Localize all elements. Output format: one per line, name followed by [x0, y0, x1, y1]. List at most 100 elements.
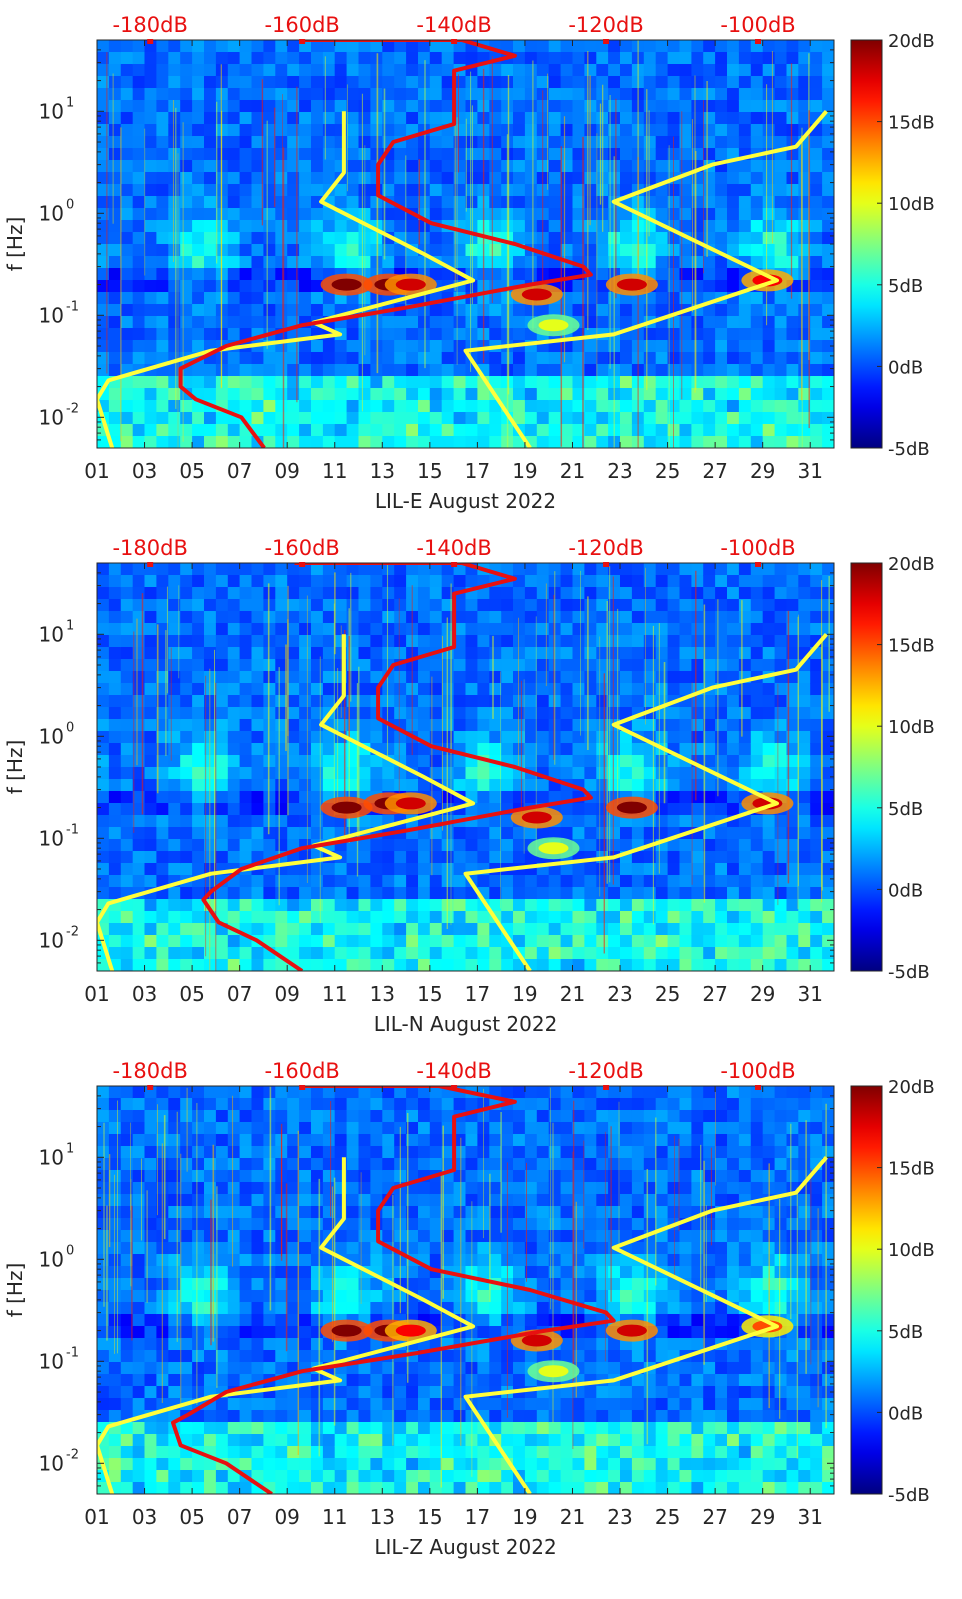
heatmap-cell: [322, 635, 336, 648]
heatmap-cell: [251, 647, 264, 660]
heatmap-cell: [358, 352, 371, 365]
heatmap-cell: [156, 755, 169, 768]
heatmap-cell: [168, 232, 181, 245]
heatmap-cell: [263, 575, 276, 588]
heatmap-cell: [346, 172, 360, 185]
heatmap-cell: [655, 412, 669, 425]
heatmap-cell: [536, 424, 550, 437]
heatmap-cell: [679, 791, 692, 804]
heatmap-cell: [287, 803, 300, 816]
heatmap-cell: [489, 136, 502, 149]
heatmap-cell: [548, 52, 562, 65]
heatmap-cell: [810, 755, 823, 768]
heatmap-cell: [227, 563, 241, 576]
microseism-peak-core: [395, 797, 426, 810]
heatmap-cell: [239, 232, 253, 245]
heatmap-cell: [168, 1218, 181, 1231]
heatmap-cell: [489, 599, 502, 612]
heatmap-cell: [524, 647, 538, 660]
heatmap-cell: [798, 52, 811, 65]
heatmap-cell: [750, 196, 764, 209]
heatmap-cell: [786, 340, 799, 353]
heatmap-cell: [358, 719, 371, 732]
heatmap-cell: [204, 611, 217, 624]
heatmap-cell: [560, 887, 574, 900]
heatmap-cell: [394, 743, 407, 756]
heatmap-cell: [762, 40, 776, 53]
heatmap-cell: [596, 707, 609, 720]
heatmap-cell: [239, 635, 253, 648]
heatmap-cell: [120, 64, 134, 77]
heatmap-cell: [441, 388, 455, 401]
heatmap-cell: [703, 599, 716, 612]
heatmap-cell: [192, 376, 205, 389]
y-tick-label: 10: [39, 99, 64, 123]
heatmap-cell: [762, 779, 776, 792]
heatmap-cell: [572, 196, 585, 209]
heatmap-cell: [762, 767, 776, 780]
heatmap-cell: [287, 611, 300, 624]
heatmap-cell: [679, 839, 692, 852]
heatmap-cell: [715, 827, 728, 840]
heatmap-cell: [204, 376, 217, 389]
heatmap-cell: [168, 172, 181, 185]
heatmap-cell: [786, 899, 799, 912]
heatmap-cell: [334, 863, 348, 876]
heatmap-cell: [251, 959, 264, 971]
heatmap-cell: [513, 184, 526, 197]
heatmap-cell: [418, 947, 431, 960]
heatmap-cell: [596, 388, 609, 401]
heatmap-cell: [418, 172, 431, 185]
heatmap-cell: [263, 136, 276, 149]
heatmap-cell: [299, 220, 312, 233]
heatmap-cell: [406, 376, 419, 389]
heatmap-cell: [144, 1206, 157, 1219]
heatmap-cell: [215, 743, 229, 756]
heatmap-cell: [251, 887, 264, 900]
heatmap-cell: [441, 875, 455, 888]
heatmap-cell: [275, 388, 288, 401]
colorbar-tick-label: 10dB: [888, 194, 935, 215]
heatmap-cell: [810, 352, 823, 365]
heatmap-cell: [275, 755, 288, 768]
y-tick-exponent: -2: [66, 924, 79, 939]
heatmap-cell: [156, 208, 169, 221]
heatmap-cell: [180, 1206, 193, 1219]
heatmap-cell: [655, 40, 669, 53]
heatmap-cell: [311, 220, 324, 233]
heatmap-cell: [204, 40, 217, 53]
heatmap-cell: [406, 436, 419, 448]
heatmap-cell: [727, 436, 740, 448]
heatmap-cell: [144, 719, 157, 732]
heatmap-cell: [643, 899, 657, 912]
heatmap-cell: [108, 40, 122, 53]
heatmap-cell: [144, 1110, 157, 1123]
heatmap-cell: [429, 563, 443, 576]
heatmap-cell: [180, 1266, 193, 1279]
heatmap-cell: [774, 863, 788, 876]
heatmap-cell: [703, 304, 716, 317]
heatmap-cell: [727, 388, 740, 401]
heatmap-cell: [275, 803, 288, 816]
heatmap-cell: [715, 328, 728, 341]
heatmap-cell: [180, 244, 193, 257]
heatmap-cell: [215, 839, 229, 852]
heatmap-cell: [477, 923, 490, 936]
heatmap-cell: [477, 875, 490, 888]
heatmap-cell: [738, 899, 752, 912]
heatmap-cell: [727, 707, 740, 720]
heatmap-cell: [382, 364, 395, 377]
heatmap-cell: [798, 623, 811, 636]
heatmap-cell: [144, 815, 157, 828]
heatmap-cell: [727, 352, 740, 365]
heatmap-cell: [679, 316, 692, 329]
heatmap-cell: [418, 707, 431, 720]
heatmap-cell: [822, 76, 834, 89]
heatmap-cell: [786, 719, 799, 732]
heatmap-cell: [822, 779, 834, 792]
heatmap-cell: [774, 160, 788, 173]
heatmap-cell: [465, 959, 478, 971]
heatmap-cell: [465, 256, 478, 269]
heatmap-cell: [631, 743, 645, 756]
heatmap-cell: [655, 232, 669, 245]
